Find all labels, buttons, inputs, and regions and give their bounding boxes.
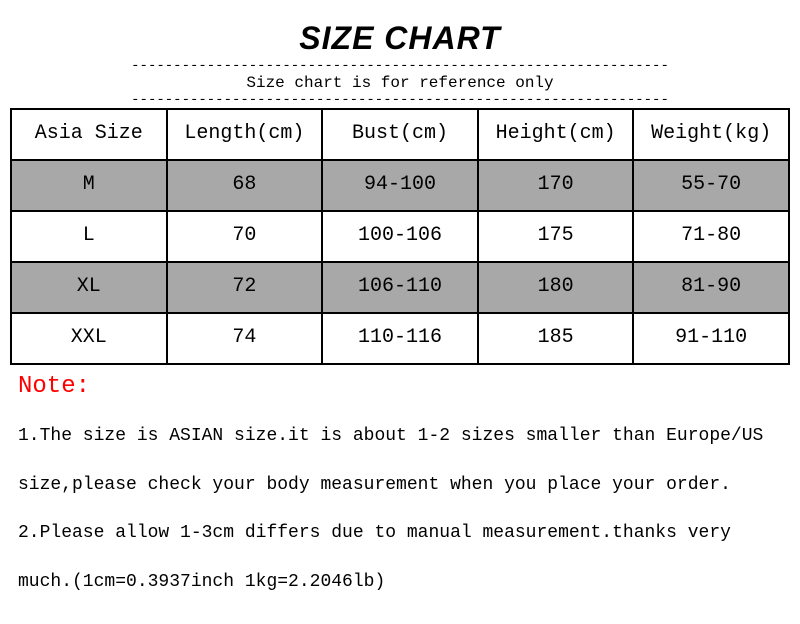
cell-bust: 94-100 — [322, 160, 478, 211]
cell-height: 185 — [478, 313, 634, 364]
note-line: 1.The size is ASIAN size.it is about 1-2… — [18, 426, 763, 446]
cell-size: L — [11, 211, 167, 262]
cell-length: 72 — [167, 262, 323, 313]
cell-size: XXL — [11, 313, 167, 364]
table-row: L 70 100-106 175 71-80 — [11, 211, 789, 262]
table-row: M 68 94-100 170 55-70 — [11, 160, 789, 211]
table-row: XL 72 106-110 180 81-90 — [11, 262, 789, 313]
cell-weight: 55-70 — [633, 160, 789, 211]
divider-top: ----------------------------------------… — [10, 59, 790, 73]
col-bust: Bust(cm) — [322, 109, 478, 160]
cell-length: 70 — [167, 211, 323, 262]
cell-height: 180 — [478, 262, 634, 313]
cell-bust: 110-116 — [322, 313, 478, 364]
divider-bottom: ----------------------------------------… — [10, 93, 790, 107]
col-length: Length(cm) — [167, 109, 323, 160]
chart-title: SIZE CHART — [10, 20, 790, 57]
note-body: 1.The size is ASIAN size.it is about 1-2… — [18, 400, 782, 594]
cell-height: 170 — [478, 160, 634, 211]
note-line: much.(1cm=0.3937inch 1kg=2.2046lb) — [18, 572, 385, 592]
cell-length: 74 — [167, 313, 323, 364]
note-heading: Note: — [18, 373, 790, 400]
col-weight: Weight(kg) — [633, 109, 789, 160]
cell-size: M — [11, 160, 167, 211]
table-header-row: Asia Size Length(cm) Bust(cm) Height(cm)… — [11, 109, 789, 160]
cell-size: XL — [11, 262, 167, 313]
col-asia-size: Asia Size — [11, 109, 167, 160]
table-row: XXL 74 110-116 185 91-110 — [11, 313, 789, 364]
cell-weight: 81-90 — [633, 262, 789, 313]
cell-weight: 71-80 — [633, 211, 789, 262]
cell-height: 175 — [478, 211, 634, 262]
cell-bust: 100-106 — [322, 211, 478, 262]
chart-subtitle: Size chart is for reference only — [10, 74, 790, 92]
size-table: Asia Size Length(cm) Bust(cm) Height(cm)… — [10, 108, 790, 365]
cell-length: 68 — [167, 160, 323, 211]
size-chart-container: SIZE CHART -----------------------------… — [0, 0, 800, 624]
cell-bust: 106-110 — [322, 262, 478, 313]
cell-weight: 91-110 — [633, 313, 789, 364]
note-line: 2.Please allow 1-3cm differs due to manu… — [18, 523, 731, 543]
note-line: size,please check your body measurement … — [18, 475, 731, 495]
col-height: Height(cm) — [478, 109, 634, 160]
